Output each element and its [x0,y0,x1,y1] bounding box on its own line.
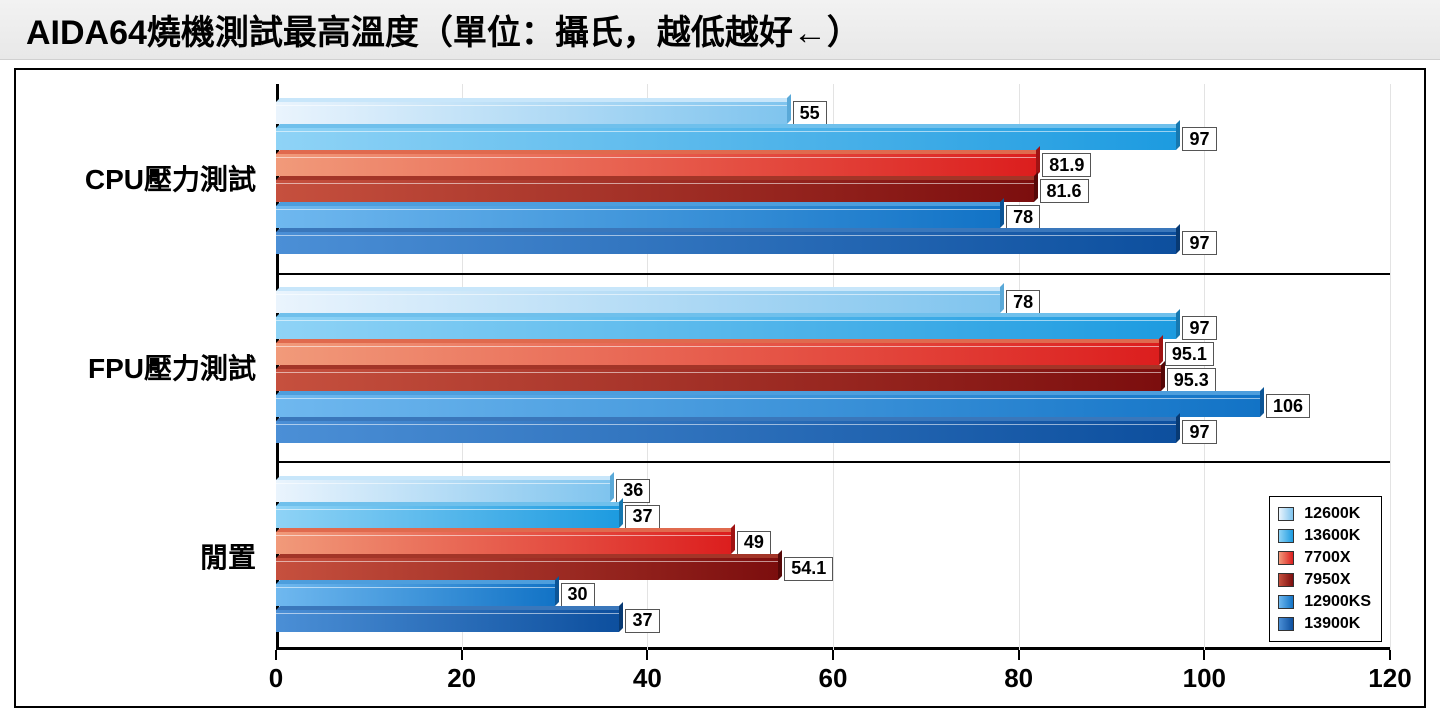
group-label: 閒置 [36,536,256,576]
group-separator [276,273,1390,275]
bar [276,343,1159,365]
value-label: 97 [1182,127,1216,151]
gridline [1204,84,1205,650]
legend-swatch [1278,595,1294,609]
legend-label: 7700X [1304,549,1350,567]
x-tick [1018,650,1020,660]
legend-item: 7700X [1278,547,1371,569]
legend-swatch [1278,507,1294,521]
legend: 12600K 13600K 7700X 7950X 12900KS 13900K [1269,496,1382,642]
legend-item: 12600K [1278,503,1371,525]
legend-label: 7950X [1304,571,1350,589]
legend-label: 13900K [1304,615,1360,633]
bar [276,128,1176,150]
x-tick [646,650,648,660]
value-label: 81.6 [1040,179,1089,203]
legend-label: 12900KS [1304,593,1371,611]
legend-swatch [1278,573,1294,587]
x-tick [275,650,277,660]
bar [276,102,787,124]
bar [276,584,555,606]
value-label: 95.3 [1167,368,1216,392]
value-label: 54.1 [784,557,833,581]
bar [276,206,1000,228]
x-tick-label: 100 [1183,663,1226,694]
bar [276,395,1260,417]
chart-title: AIDA64燒機測試最高溫度（單位：攝氏，越低越好←） [0,0,1440,60]
legend-swatch [1278,551,1294,565]
bar [276,421,1176,443]
x-tick-label: 40 [633,663,662,694]
bar [276,610,619,632]
value-label: 97 [1182,231,1216,255]
value-label: 37 [625,505,659,529]
value-label: 37 [625,609,659,633]
value-label: 95.1 [1165,342,1214,366]
value-label: 106 [1266,394,1310,418]
legend-swatch [1278,529,1294,543]
group-separator [276,461,1390,463]
bar [276,506,619,528]
value-label: 97 [1182,316,1216,340]
legend-item: 12900KS [1278,591,1371,613]
bar [276,317,1176,339]
group-label: FPU壓力測試 [36,347,256,387]
value-label: 55 [793,101,827,125]
bar [276,291,1000,313]
bar [276,180,1034,202]
x-tick-label: 0 [269,663,283,694]
bar [276,154,1036,176]
value-label: 30 [561,583,595,607]
group-label: CPU壓力測試 [36,158,256,198]
x-tick-label: 80 [1004,663,1033,694]
x-tick [461,650,463,660]
gridline [1390,84,1391,650]
legend-item: 7950X [1278,569,1371,591]
x-tick [832,650,834,660]
x-tick-label: 60 [819,663,848,694]
chart-frame: 0 20 40 60 80 100 120 12600K 13600K 7700X 7950X 129… [14,68,1426,708]
legend-label: 13600K [1304,527,1360,545]
bar [276,369,1161,391]
bar [276,558,778,580]
legend-item: 13900K [1278,613,1371,635]
value-label: 78 [1006,290,1040,314]
value-label: 81.9 [1042,153,1091,177]
x-tick [1203,650,1205,660]
x-tick-label: 120 [1368,663,1411,694]
x-tick [1389,650,1391,660]
value-label: 49 [737,531,771,555]
bar [276,232,1176,254]
bar [276,480,610,502]
legend-label: 12600K [1304,505,1360,523]
value-label: 78 [1006,205,1040,229]
x-tick-label: 20 [447,663,476,694]
legend-swatch [1278,617,1294,631]
bar [276,532,731,554]
value-label: 97 [1182,420,1216,444]
legend-item: 13600K [1278,525,1371,547]
